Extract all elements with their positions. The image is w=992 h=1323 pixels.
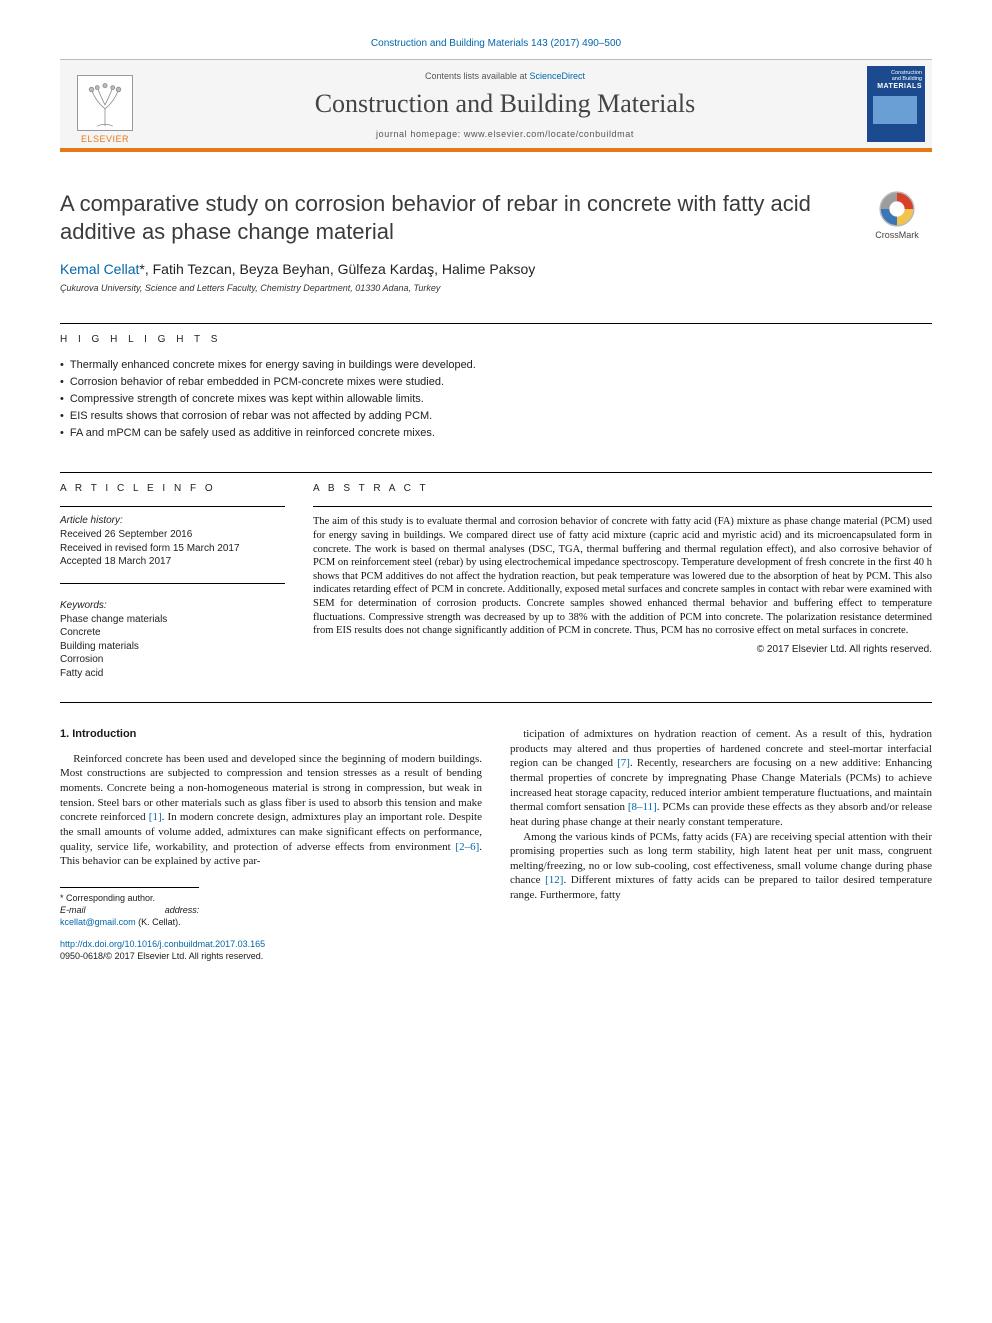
article-info-label: A R T I C L E I N F O [60, 483, 285, 494]
highlight-item: Thermally enhanced concrete mixes for en… [60, 357, 932, 374]
elsevier-tree-icon [77, 75, 133, 131]
body-column-right: ticipation of admixtures on hydration re… [510, 727, 932, 962]
homepage-url[interactable]: www.elsevier.com/locate/conbuildmat [464, 129, 634, 139]
masthead-center: Contents lists available at ScienceDirec… [150, 60, 860, 148]
author-1[interactable]: Kemal Cellat [60, 261, 139, 277]
history-accepted: Accepted 18 March 2017 [60, 555, 285, 569]
author-5: Halime Paksoy [442, 261, 535, 277]
doi-block: http://dx.doi.org/10.1016/j.conbuildmat.… [60, 938, 482, 962]
keyword: Phase change materials [60, 613, 285, 627]
divider [60, 472, 932, 473]
intro-paragraph: Among the various kinds of PCMs, fatty a… [510, 830, 932, 903]
affiliation: Çukurova University, Science and Letters… [60, 283, 932, 293]
homepage-line: journal homepage: www.elsevier.com/locat… [150, 129, 860, 139]
masthead: ELSEVIER Contents lists available at Sci… [60, 59, 932, 152]
abstract-copyright: © 2017 Elsevier Ltd. All rights reserved… [313, 644, 932, 655]
keyword: Corrosion [60, 653, 285, 667]
issn-copyright: 0950-0618/© 2017 Elsevier Ltd. All right… [60, 950, 482, 962]
header-citation: Construction and Building Materials 143 … [60, 38, 932, 49]
email-label: E-mail address: [60, 905, 199, 915]
section-heading-intro: 1. Introduction [60, 727, 482, 742]
journal-name: Construction and Building Materials [150, 89, 860, 119]
paper-title: A comparative study on corrosion behavio… [60, 190, 848, 245]
author-2: Fatih Tezcan [153, 261, 232, 277]
doi-link[interactable]: http://dx.doi.org/10.1016/j.conbuildmat.… [60, 939, 265, 949]
sciencedirect-link[interactable]: ScienceDirect [530, 71, 586, 81]
body-column-left: 1. Introduction Reinforced concrete has … [60, 727, 482, 962]
homepage-prefix: journal homepage: [376, 129, 464, 139]
keyword: Building materials [60, 640, 285, 654]
masthead-right: Construction and Building MATERIALS [860, 60, 932, 148]
highlight-item: Corrosion behavior of rebar embedded in … [60, 374, 932, 391]
abstract-column: A B S T R A C T The aim of this study is… [313, 483, 932, 680]
author-3: Beyza Beyhan [240, 261, 330, 277]
keyword: Concrete [60, 626, 285, 640]
divider [60, 702, 932, 703]
highlight-item: EIS results shows that corrosion of reba… [60, 408, 932, 425]
highlights-list: Thermally enhanced concrete mixes for en… [60, 357, 932, 442]
crossmark-badge[interactable]: CrossMark [862, 190, 932, 245]
publisher-name: ELSEVIER [81, 134, 129, 144]
publisher-block: ELSEVIER [60, 60, 150, 148]
keyword: Fatty acid [60, 667, 285, 681]
cover-image-placeholder [873, 96, 917, 124]
keywords-header: Keywords: [60, 600, 285, 611]
abstract-text: The aim of this study is to evaluate the… [313, 515, 932, 638]
divider [60, 323, 932, 324]
highlights-label: H I G H L I G H T S [60, 334, 932, 345]
highlight-item: FA and mPCM can be safely used as additi… [60, 425, 932, 442]
history-header: Article history: [60, 515, 285, 526]
divider [60, 583, 285, 584]
corresponding-note: * Corresponding author. [60, 892, 199, 904]
highlight-item: Compressive strength of concrete mixes w… [60, 391, 932, 408]
history-received: Received 26 September 2016 [60, 528, 285, 542]
crossmark-label: CrossMark [875, 230, 919, 240]
history-revised: Received in revised form 15 March 2017 [60, 542, 285, 556]
article-info-column: A R T I C L E I N F O Article history: R… [60, 483, 285, 680]
divider [313, 506, 932, 507]
journal-cover-thumb: Construction and Building MATERIALS [867, 66, 925, 142]
author-4: Gülfeza Kardaş [338, 261, 435, 277]
footnote-block: * Corresponding author. E-mail address: … [60, 887, 199, 928]
cover-line3: MATERIALS [870, 83, 922, 90]
authors-line: Kemal Cellat*, Fatih Tezcan, Beyza Beyha… [60, 261, 932, 277]
contents-line: Contents lists available at ScienceDirec… [150, 71, 860, 81]
abstract-label: A B S T R A C T [313, 483, 932, 494]
cover-line2: and Building [870, 76, 922, 82]
intro-paragraph: Reinforced concrete has been used and de… [60, 752, 482, 869]
intro-paragraph: ticipation of admixtures on hydration re… [510, 727, 932, 829]
email-suffix: (K. Cellat). [136, 917, 181, 927]
contents-prefix: Contents lists available at [425, 71, 530, 81]
divider [60, 506, 285, 507]
corresponding-email[interactable]: kcellat@gmail.com [60, 917, 136, 927]
